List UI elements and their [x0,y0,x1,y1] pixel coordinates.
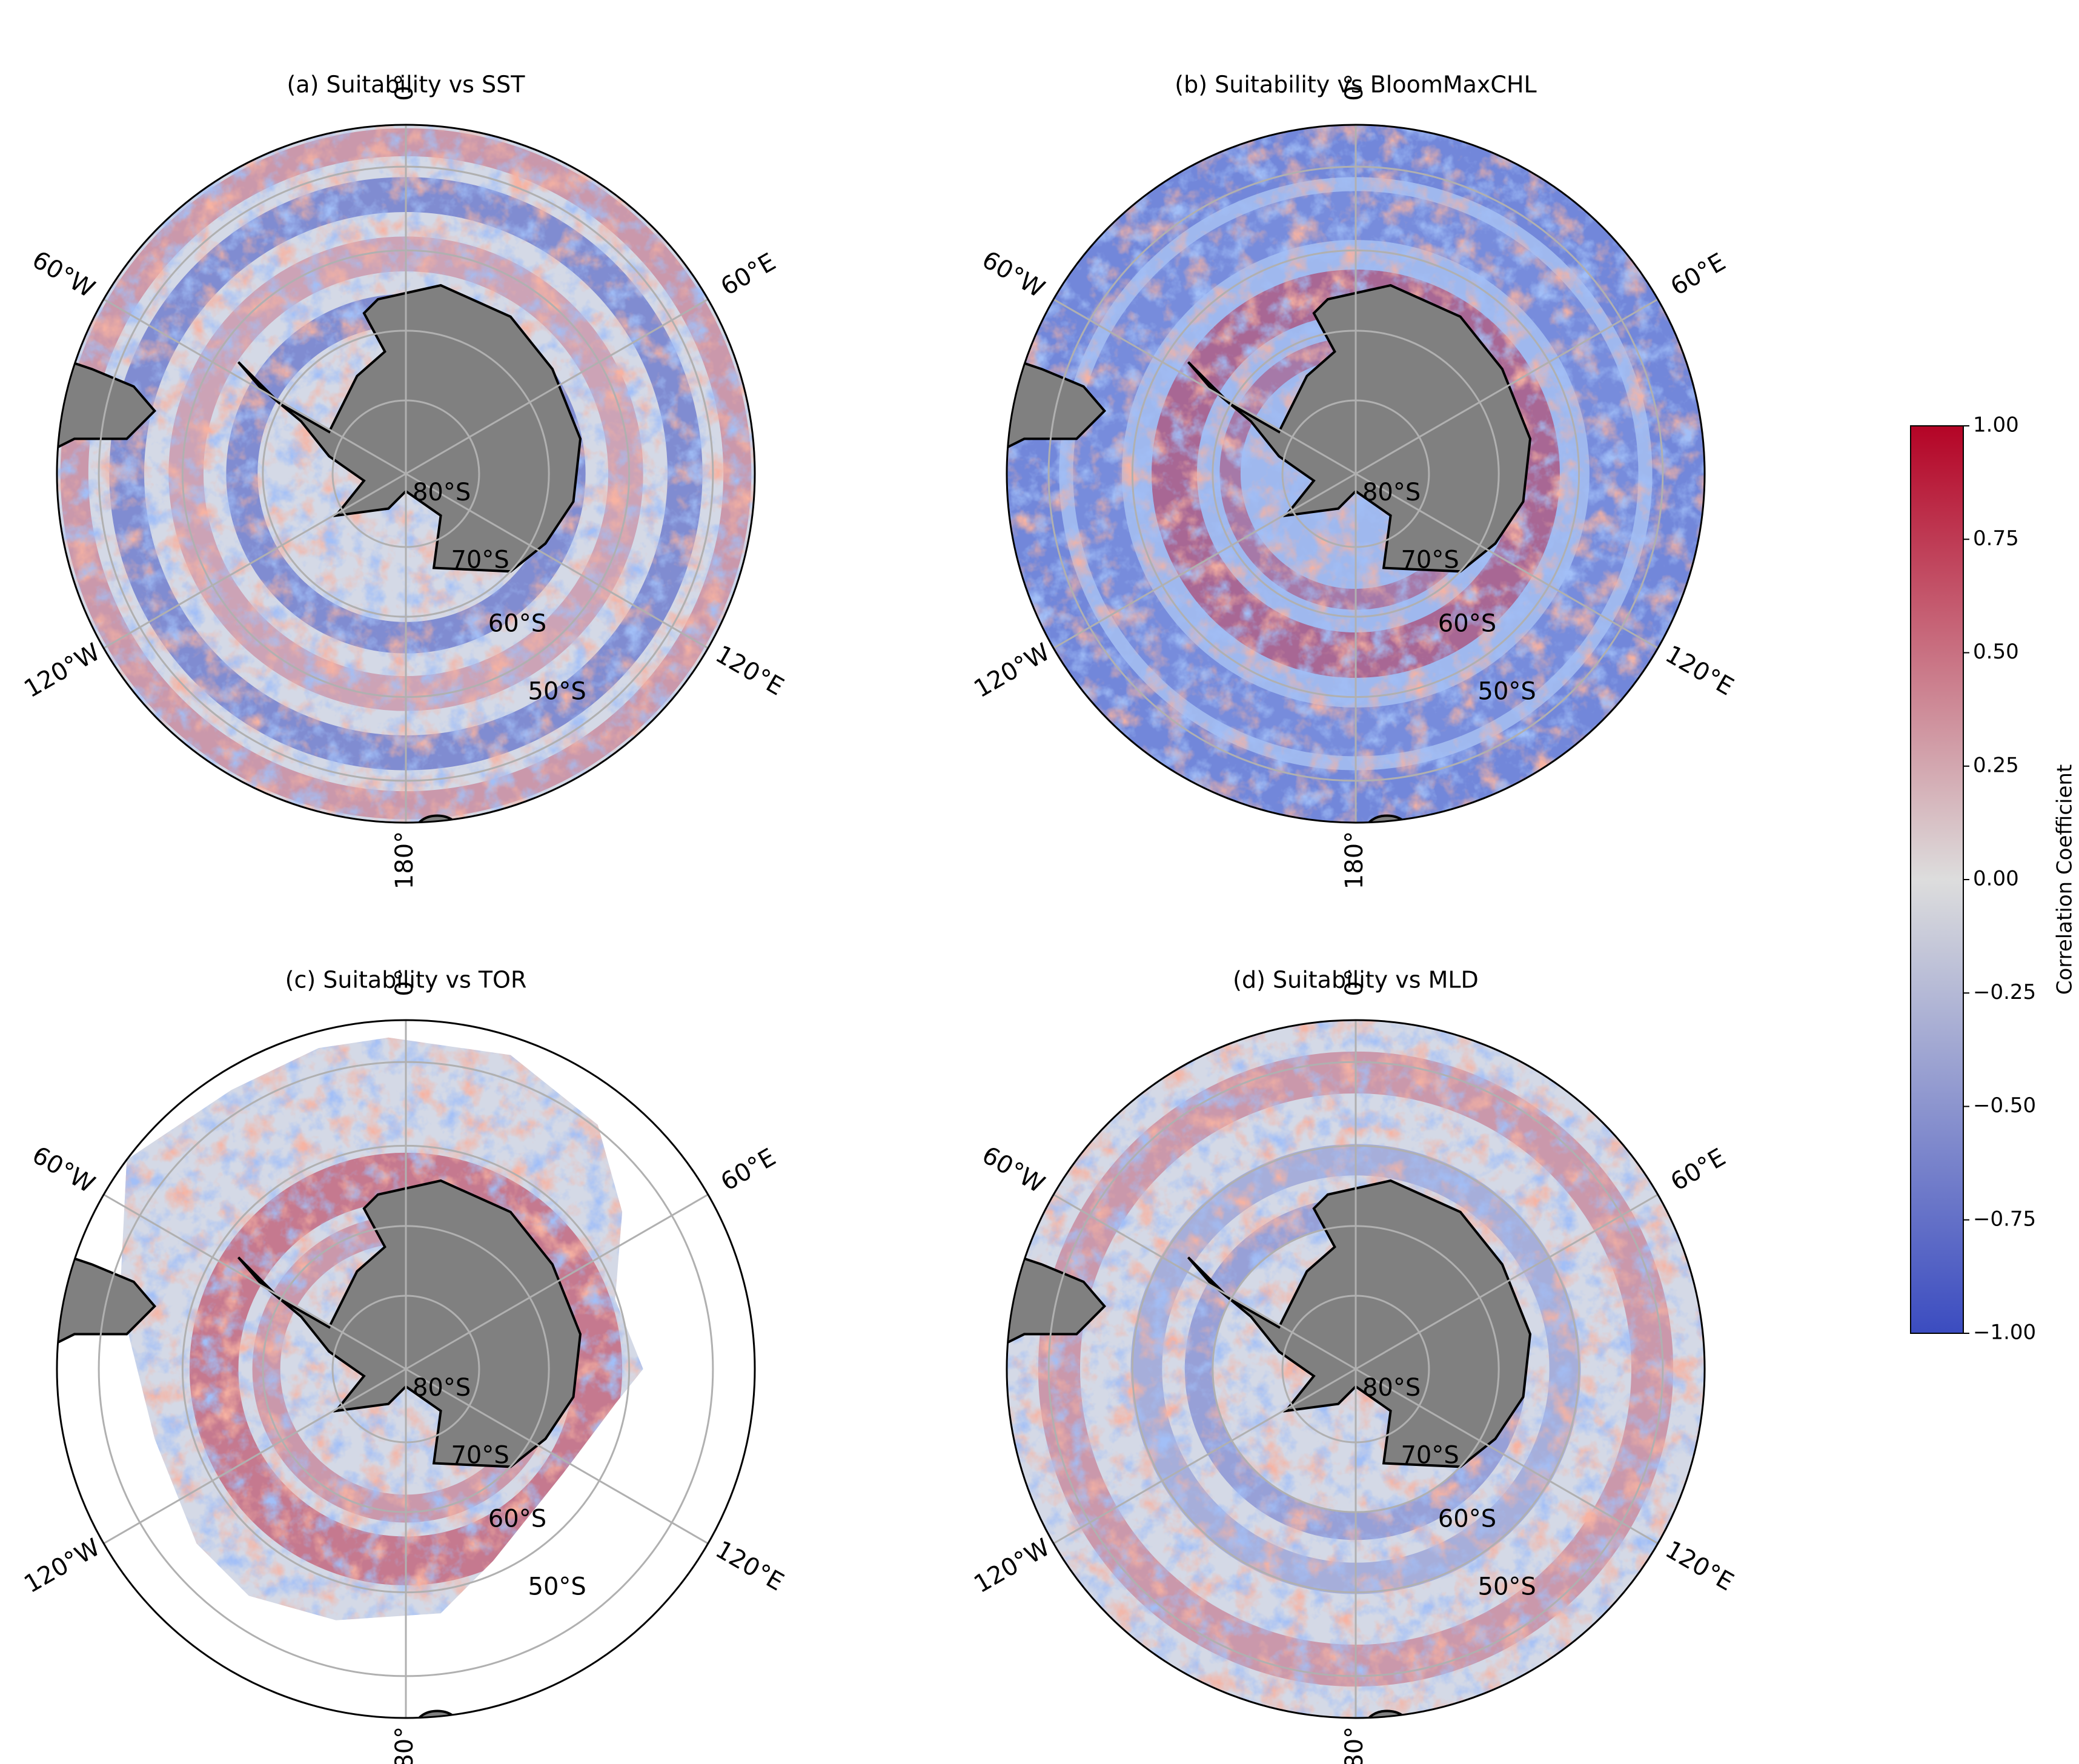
colorbar-tick-label: −0.75 [1973,1207,2036,1231]
meridian-label: 0° [391,969,419,996]
meridian-line [1355,472,1659,649]
meridian-line [405,298,709,475]
meridian-line [1053,472,1356,649]
meridian-label: 180° [1341,831,1368,889]
meridian-line [1053,298,1356,475]
parallel-label: 50°S [528,1573,586,1600]
parallel-label: 70°S [451,1442,509,1470]
meridian-label: 120°W [969,638,1055,703]
colorbar-tick-label: −0.25 [1973,980,2036,1004]
parallel-label: 70°S [1401,1442,1459,1470]
meridian-label: 0° [391,73,419,101]
parallel-label: 80°S [1362,1374,1421,1402]
panel-title: (a) Suitability vs SST [287,71,525,98]
meridian-label: 60°E [716,1143,780,1196]
parallel-label: 50°S [1478,677,1536,705]
meridian-label: 60°W [977,1141,1049,1199]
meridian-label: 120°E [1660,1536,1738,1597]
parallel-label: 50°S [528,677,586,705]
meridian-label: 120°E [1660,640,1738,701]
panel-title: (c) Suitability vs TOR [285,967,527,993]
meridian-label: 120°E [711,1536,788,1597]
map-area [1007,125,1705,823]
parallel-label: 60°S [488,610,546,638]
antarctica [237,284,582,573]
meridian-label: 120°W [969,1533,1055,1599]
panel-title: (d) Suitability vs MLD [1233,967,1479,993]
meridian-line [1355,1193,1659,1370]
antarctica [1187,1179,1532,1468]
meridian-line [405,1368,709,1545]
meridian-label: 180° [1341,1726,1368,1764]
parallel-label: 60°S [1438,1505,1496,1533]
parallel-label: 70°S [451,546,509,574]
map-boundary [1006,124,1706,824]
meridian-line [1355,298,1659,475]
parallel-label: 60°S [1438,610,1496,638]
meridian-label: 0° [1341,73,1368,101]
colorbar-label: Correlation Coefficient [2053,764,2077,995]
meridian-line [405,472,709,649]
parallel-label: 70°S [1401,546,1459,574]
meridian-line [103,1368,406,1545]
meridian-label: 120°W [19,1533,105,1599]
map-area [57,1020,714,1718]
meridian-line [405,1193,709,1370]
meridian-line [103,1193,406,1370]
map-boundary [56,124,756,824]
meridian-line [1053,1368,1356,1545]
meridian-line [103,298,406,475]
meridian-label: 60°W [27,246,99,303]
map-area [1007,1020,1705,1718]
meridian-label: 120°E [711,640,788,701]
colorbar-tick-label: 0.75 [1973,526,2019,551]
meridian-label: 60°W [977,246,1049,303]
parallel-label: 80°S [1362,479,1421,506]
meridian-label: 60°E [1666,248,1730,301]
meridian-line [103,472,406,649]
panel-title: (b) Suitability vs BloomMaxCHL [1175,71,1536,98]
meridian-line [1355,1368,1659,1545]
meridian-label: 60°E [1666,1143,1730,1196]
meridian-label: 60°W [27,1141,99,1199]
colorbar-tick-label: −0.50 [1973,1093,2036,1118]
parallel-label: 80°S [413,479,471,506]
colorbar-tick-label: −1.00 [1973,1321,2036,1345]
meridian-label: 0° [1341,969,1368,996]
antarctica [237,1179,582,1468]
parallel-label: 50°S [1478,1573,1536,1600]
colorbar-tick-label: 0.25 [1973,753,2019,777]
colorbar-tick-label: 0.50 [1973,640,2019,664]
meridian-label: 180° [391,1726,419,1764]
antarctica [1187,284,1532,573]
parallel-label: 80°S [413,1374,471,1402]
colorbar-gradient [1910,425,1964,1334]
meridian-label: 180° [391,831,419,889]
map-boundary [56,1019,756,1719]
parallel-label: 60°S [488,1505,546,1533]
colorbar-tick-label: 0.00 [1973,867,2019,891]
map-area [57,125,755,823]
meridian-line [1053,1193,1356,1370]
meridian-label: 60°E [716,248,780,301]
map-boundary [1006,1019,1706,1719]
colorbar: 1.00 0.75 0.50 0.25 0.00 −0.25 −0.50 −0.75 −1.00… [1910,413,2077,1345]
meridian-label: 120°W [19,638,105,703]
colorbar-tick-label: 1.00 [1973,413,2019,437]
